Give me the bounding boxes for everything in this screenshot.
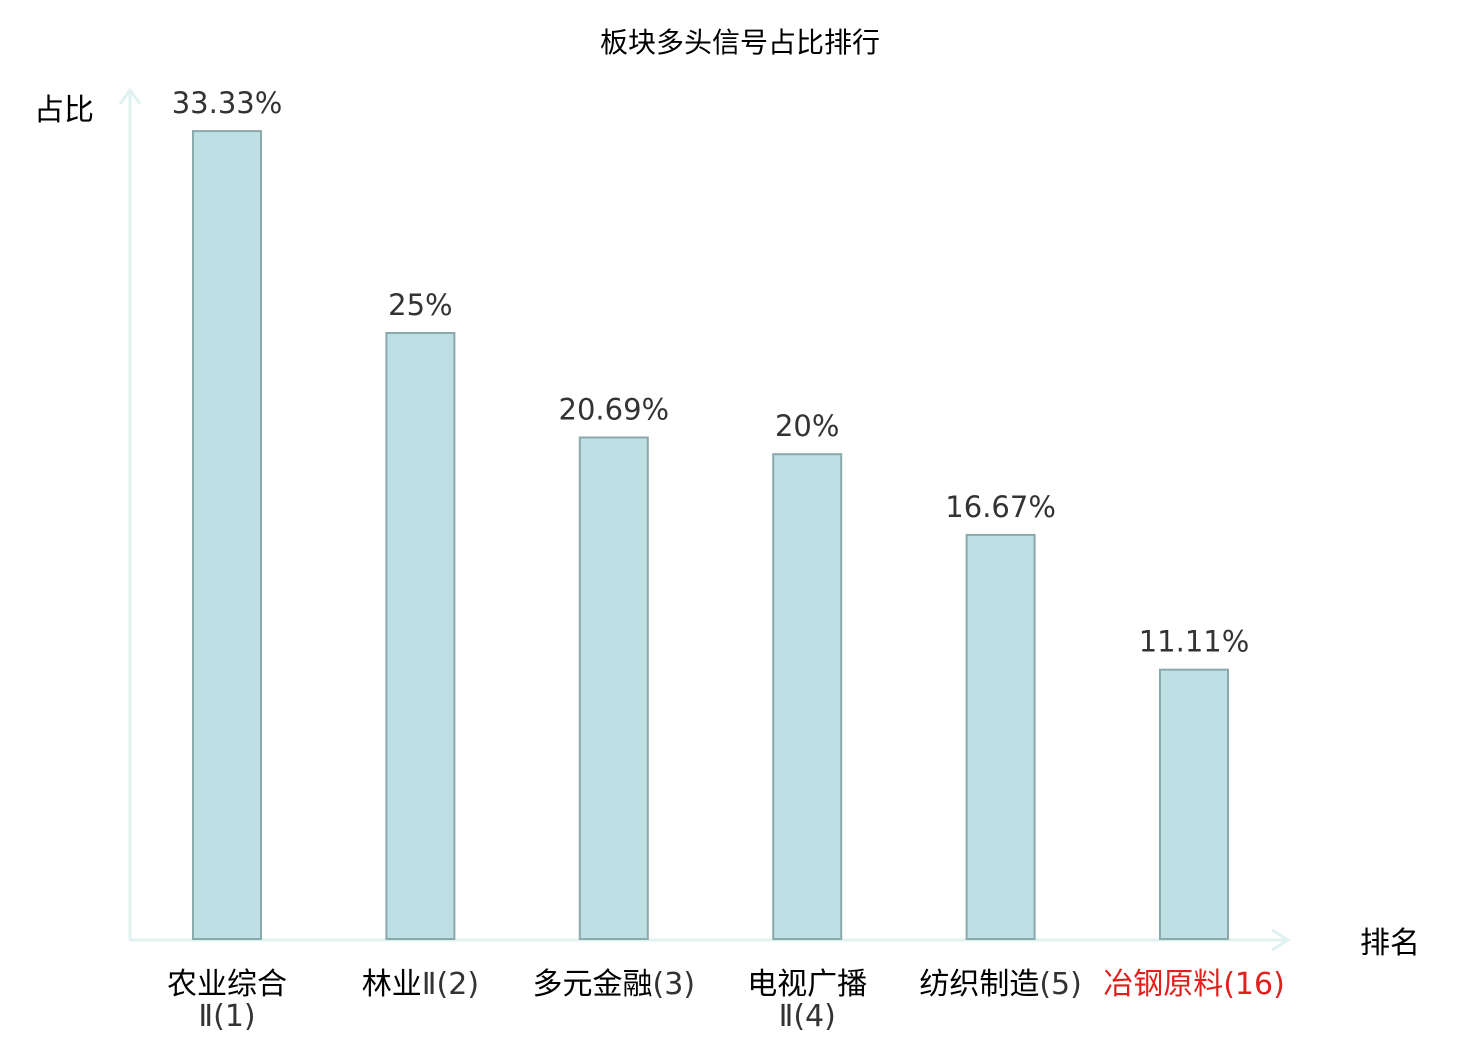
category-rank-3: (3) [653, 967, 696, 1002]
category-name-2: 林业 [362, 967, 422, 1002]
category-rank-2: Ⅱ(2) [422, 967, 479, 1002]
bar-2 [385, 332, 456, 940]
category-name-3: 多元金融 [533, 967, 653, 1002]
category-rank-4: Ⅱ(4) [779, 999, 836, 1034]
category-label-4: 电视广播 Ⅱ(4) [747, 967, 867, 1034]
category-rank-5: (5) [1039, 967, 1082, 1002]
x-axis-label: 排名 [1360, 926, 1420, 961]
category-rank-6: (16) [1223, 967, 1285, 1002]
value-label-5: 16.67% [945, 490, 1056, 524]
category-label-2: 林业Ⅱ(2) [362, 967, 479, 1002]
category-label-5: 纺织制造(5) [919, 967, 1082, 1002]
category-label-6: 冶钢原料(16) [1103, 967, 1285, 1002]
bar-5 [965, 533, 1036, 940]
value-label-4: 20% [775, 409, 839, 443]
chart-title: 板块多头信号占比排行 [600, 26, 880, 59]
bars-group [192, 130, 1229, 940]
category-name-4: 电视广播 [747, 967, 867, 1002]
value-label-1: 33.33% [172, 86, 283, 120]
category-name-1: 农业综合 [167, 967, 287, 1002]
value-labels-group: 33.33% 25% 20.69% 20% 16.67% 11.11% [172, 86, 1250, 659]
bar-1 [192, 130, 262, 940]
category-label-1: 农业综合 Ⅱ(1) [167, 967, 287, 1034]
y-axis-arrow [118, 87, 142, 105]
value-label-3: 20.69% [559, 392, 670, 426]
axes [118, 87, 1291, 952]
category-labels-group: 农业综合 Ⅱ(1) 林业Ⅱ(2) 多元金融(3) 电视广播 Ⅱ(4) 纺织制造(5) 冶钢原料… [167, 967, 1285, 1034]
bar-4 [772, 453, 843, 940]
y-axis-label: 占比 [34, 93, 94, 128]
bar-6 [1159, 668, 1229, 940]
value-label-6: 11.11% [1139, 625, 1250, 659]
category-label-3: 多元金融(3) [533, 967, 696, 1002]
category-rank-1: Ⅱ(1) [198, 999, 255, 1034]
x-axis-arrow [1271, 928, 1291, 952]
category-name-6: 冶钢原料 [1103, 967, 1223, 1002]
bar-3 [578, 436, 649, 940]
category-name-5: 纺织制造 [919, 967, 1039, 1002]
value-label-2: 25% [388, 288, 452, 322]
